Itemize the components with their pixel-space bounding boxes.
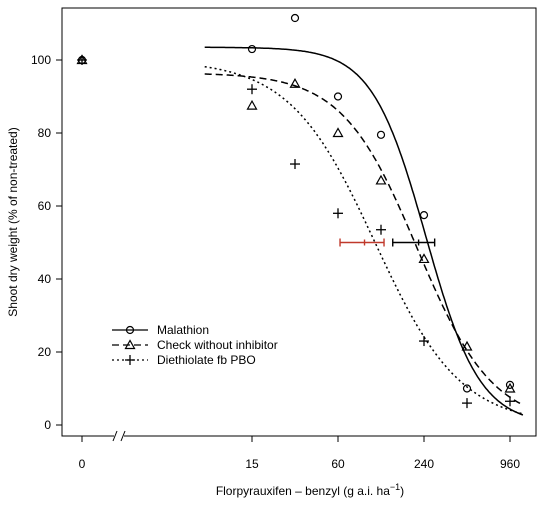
x-tick-label: 960: [500, 457, 520, 471]
legend-label: Check without inhibitor: [157, 338, 278, 352]
point-series-1-2: [289, 78, 301, 88]
x-axis-label: Florpyrauxifen – benzyl (g a.i. ha−1): [216, 482, 404, 498]
point-series-2-3: [333, 208, 343, 219]
curve-series-0: [204, 46, 524, 416]
legend-label: Diethiolate fb PBO: [157, 353, 256, 367]
point-series-1-3: [332, 127, 344, 138]
y-tick-label: 0: [44, 418, 51, 432]
point-series-2-5: [419, 336, 429, 347]
x-tick-label: 60: [331, 457, 345, 471]
axis-break-mark: [112, 430, 118, 442]
legend-marker-0: [125, 325, 135, 335]
point-series-1-1: [246, 99, 258, 110]
point-series-1-7: [504, 382, 516, 393]
y-tick-label: 60: [38, 199, 52, 213]
axis-break-gap: [114, 432, 124, 440]
legend-label: Malathion: [157, 323, 209, 337]
point-series-2-1: [247, 84, 257, 95]
x-axis-label-unit-exponent: −1: [390, 482, 400, 492]
point-series-0-6: [462, 384, 472, 393]
ci-bar-series-2: [339, 238, 385, 247]
axis-break-mark: [120, 430, 126, 442]
x-tick-label: 240: [414, 457, 434, 471]
point-series-1-5: [418, 253, 430, 264]
ci-bar-series-0: [392, 238, 436, 247]
point-series-0-4: [376, 130, 386, 139]
y-axis-label: Shoot dry weight (% of non-treated): [6, 127, 20, 316]
y-tick-label: 20: [38, 345, 52, 359]
point-series-1-6: [461, 340, 473, 351]
data-points: [76, 13, 516, 409]
x-tick-label: 15: [245, 457, 259, 471]
y-tick-label: 80: [38, 126, 52, 140]
legend-marker-1: [124, 339, 136, 350]
x-tick-label: 0: [79, 457, 86, 471]
point-series-0-5: [419, 211, 429, 220]
point-series-0-1: [247, 44, 257, 54]
point-series-0-7: [505, 380, 515, 389]
point-series-2-2: [290, 159, 300, 170]
point-series-0-3: [333, 92, 343, 101]
legend-marker-2: [125, 355, 135, 365]
y-tick-label: 100: [31, 53, 51, 67]
point-series-2-0: [77, 55, 87, 65]
axes: 0 15 60 240 960 0 20 40 60 80 100: [31, 53, 520, 471]
curve-series-1: [204, 73, 524, 406]
point-series-1-4: [375, 174, 387, 185]
point-series-2-7: [505, 396, 515, 407]
point-series-0-2: [290, 13, 300, 23]
y-tick-label: 40: [38, 272, 52, 286]
point-series-2-4: [376, 224, 386, 235]
curve-series-2: [204, 65, 524, 415]
point-series-2-6: [462, 398, 472, 409]
plot-frame: [61, 7, 537, 437]
confidence-intervals: [339, 238, 436, 247]
fitted-curves: [204, 46, 524, 416]
